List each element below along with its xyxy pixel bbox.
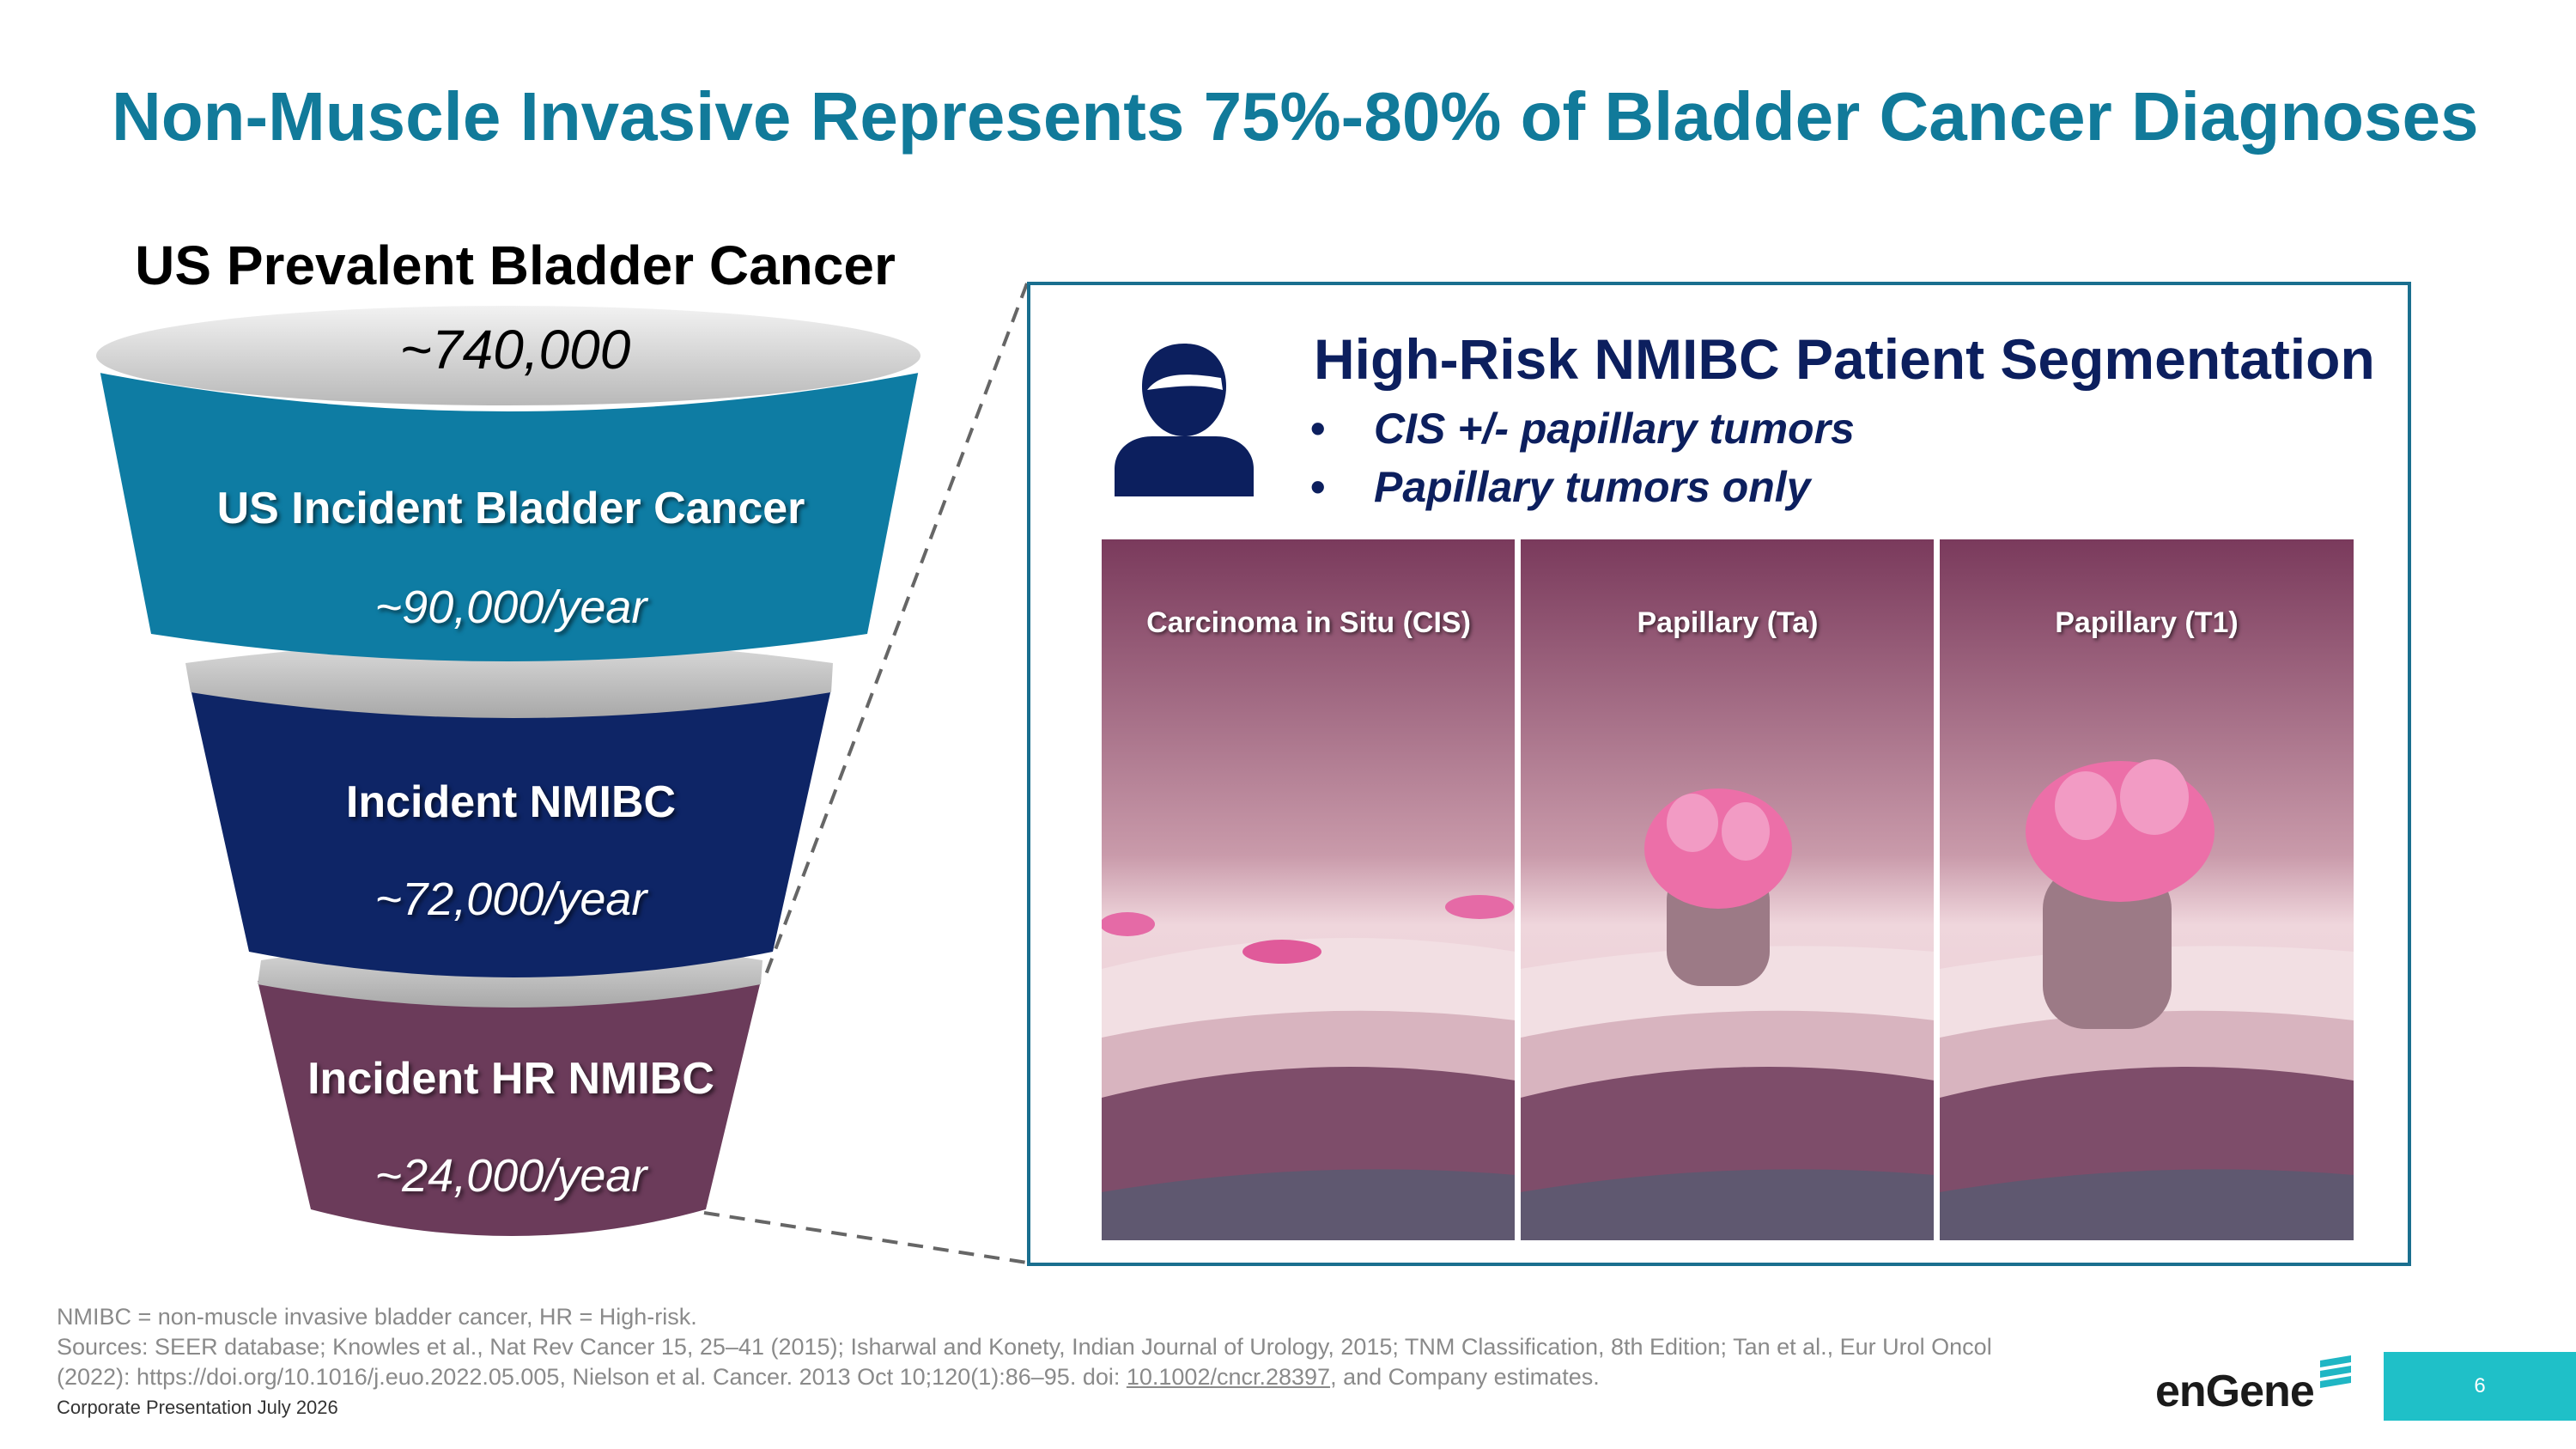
funnel-tier-us-incident (100, 369, 919, 661)
tier-value-nmibc: ~72,000/year (374, 874, 647, 925)
prevalent-value: ~740,000 (399, 319, 631, 381)
bullet-text: CIS +/- papillary tumors (1374, 405, 1855, 453)
footnote-line: NMIBC = non-muscle invasive bladder canc… (57, 1304, 697, 1330)
footnote: NMIBC = non-muscle invasive bladder canc… (57, 1302, 2117, 1392)
image-divider (1515, 539, 1521, 1240)
funnel-heading: US Prevalent Bladder Cancer (135, 234, 896, 296)
company-logo: enGene (2155, 1367, 2315, 1416)
corporate-label: Corporate Presentation July 2026 (57, 1397, 338, 1418)
tier-label-us-incident: US Incident Bladder Cancer (216, 484, 805, 533)
image-label-t1: Papillary (T1) (2055, 606, 2239, 639)
tier-value-us-incident: ~90,000/year (374, 581, 647, 633)
funnel-tier-hr-nmibc (258, 981, 761, 1236)
image-label-ta: Papillary (Ta) (1637, 606, 1819, 639)
footnote-text: (2022): https://doi.org/10.1016/j.euo.20… (57, 1364, 1127, 1390)
logo-mark-icon (2320, 1355, 2351, 1388)
cis-illustration (1102, 539, 1516, 1240)
connector-line-top (762, 283, 1029, 980)
bullet-text: Papillary tumors only (1374, 463, 1811, 511)
bullet-symbol: • (1310, 405, 1326, 453)
tier-label-nmibc: Incident NMIBC (345, 777, 677, 827)
segmentation-title: High-Risk NMIBC Patient Segmentation (1314, 327, 2375, 391)
slide-title: Non-Muscle Invasive Represents 75%-80% o… (112, 78, 2479, 155)
tier-label-hr-nmibc: Incident HR NMIBC (307, 1054, 714, 1104)
papillary-t1-illustration (1940, 539, 2354, 1240)
page-number-box (2384, 1352, 2576, 1421)
funnel-top-disc (96, 306, 920, 405)
funnel-tier-nmibc (191, 689, 831, 977)
footnote-line: (2022): https://doi.org/10.1016/j.euo.20… (57, 1362, 2117, 1392)
footnote-text: , and Company estimates. (1330, 1364, 1600, 1390)
papillary-ta-illustration (1521, 539, 1935, 1240)
bullet-item: • Papillary tumors only (1310, 462, 1855, 521)
image-divider (1934, 539, 1940, 1240)
tier-value-hr-nmibc: ~24,000/year (374, 1150, 647, 1202)
footnote-line: Sources: SEER database; Knowles et al., … (57, 1334, 1992, 1360)
segmentation-panel (1027, 282, 2411, 1266)
funnel-graphic (96, 283, 1029, 1264)
image-label-cis: Carcinoma in Situ (CIS) (1146, 606, 1471, 639)
funnel-separator-1 (185, 641, 833, 718)
doi-link[interactable]: 10.1002/cncr.28397 (1126, 1364, 1331, 1390)
bullet-item: • CIS +/- papillary tumors (1310, 404, 1855, 462)
connector-line-bottom (703, 1211, 1028, 1264)
bullet-symbol: • (1310, 463, 1326, 511)
person-icon (1115, 344, 1254, 496)
page-number: 6 (2474, 1374, 2486, 1397)
segmentation-bullets: • CIS +/- papillary tumors • Papillary tum… (1310, 404, 1855, 521)
